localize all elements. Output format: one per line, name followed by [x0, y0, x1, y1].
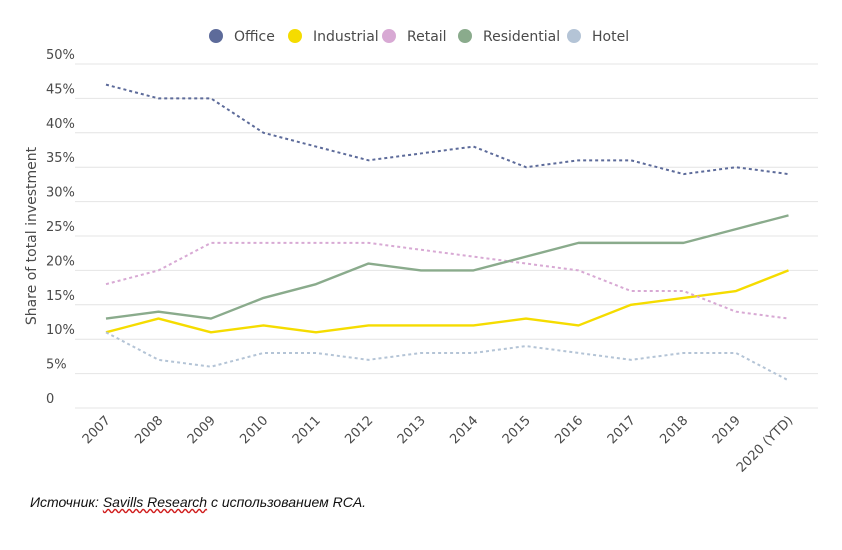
legend-label-industrial: Industrial — [313, 29, 379, 45]
source-note: Источник: Savills Research с использован… — [30, 494, 366, 510]
y-tick-label: 15% — [46, 289, 75, 304]
x-tick-label: 2011 — [290, 413, 324, 447]
series-line-industrial — [105, 269, 789, 334]
legend-marker-hotel — [567, 29, 581, 43]
x-axis-ticks: 2007 2008 2009 2010 2011 2012 2013 2014 2015 2016… — [80, 413, 797, 475]
x-tick-label: 2008 — [132, 413, 166, 447]
legend-marker-residential — [458, 29, 472, 43]
series-line-hotel — [105, 331, 789, 382]
x-tick-label: 2018 — [657, 413, 691, 447]
y-tick-label: 20% — [46, 254, 75, 269]
x-tick-label: 2020 (YTD) — [734, 413, 796, 475]
y-tick-label: 0 — [46, 392, 54, 407]
legend-marker-industrial — [288, 29, 302, 43]
y-axis-ticks: 0 5% 10% 15% 20% 25% 30% 35% 40% 45% 50% — [46, 48, 75, 407]
x-tick-label: 2016 — [552, 413, 586, 447]
line-chart: Office Industrial Retail Residential Hotel 0… — [24, 29, 818, 476]
x-tick-label: 2017 — [605, 413, 639, 447]
y-tick-label: 45% — [46, 82, 75, 97]
y-tick-label: 50% — [46, 48, 75, 63]
x-tick-label: 2013 — [395, 413, 429, 447]
y-tick-label: 30% — [46, 186, 75, 201]
x-tick-label: 2007 — [80, 413, 114, 447]
x-tick-label: 2015 — [500, 413, 534, 447]
source-name: Savills Research — [102, 494, 208, 510]
legend-marker-office — [209, 29, 223, 43]
y-tick-label: 35% — [46, 151, 75, 166]
y-tick-label: 10% — [46, 323, 75, 338]
legend-label-retail: Retail — [407, 29, 447, 45]
legend-label-residential: Residential — [483, 29, 560, 45]
y-tick-label: 25% — [46, 220, 75, 235]
x-tick-label: 2009 — [185, 413, 219, 447]
x-tick-label: 2019 — [710, 413, 744, 447]
y-tick-label: 5% — [46, 358, 67, 373]
x-tick-label: 2012 — [342, 413, 376, 447]
series-line-retail — [105, 241, 789, 320]
y-tick-label: 40% — [46, 117, 75, 132]
x-tick-label: 2010 — [237, 413, 271, 447]
x-tick-label: 2014 — [447, 413, 481, 447]
legend-label-hotel: Hotel — [592, 29, 629, 45]
series-lines — [105, 83, 789, 382]
source-suffix: с использованием RCA. — [207, 494, 367, 510]
source-prefix: Источник: — [30, 494, 103, 510]
legend-marker-retail — [382, 29, 396, 43]
series-line-residential — [105, 214, 789, 320]
y-axis-title: Share of total investment — [24, 146, 40, 325]
chart-legend: Office Industrial Retail Residential Hotel — [209, 29, 629, 45]
legend-label-office: Office — [234, 29, 275, 45]
